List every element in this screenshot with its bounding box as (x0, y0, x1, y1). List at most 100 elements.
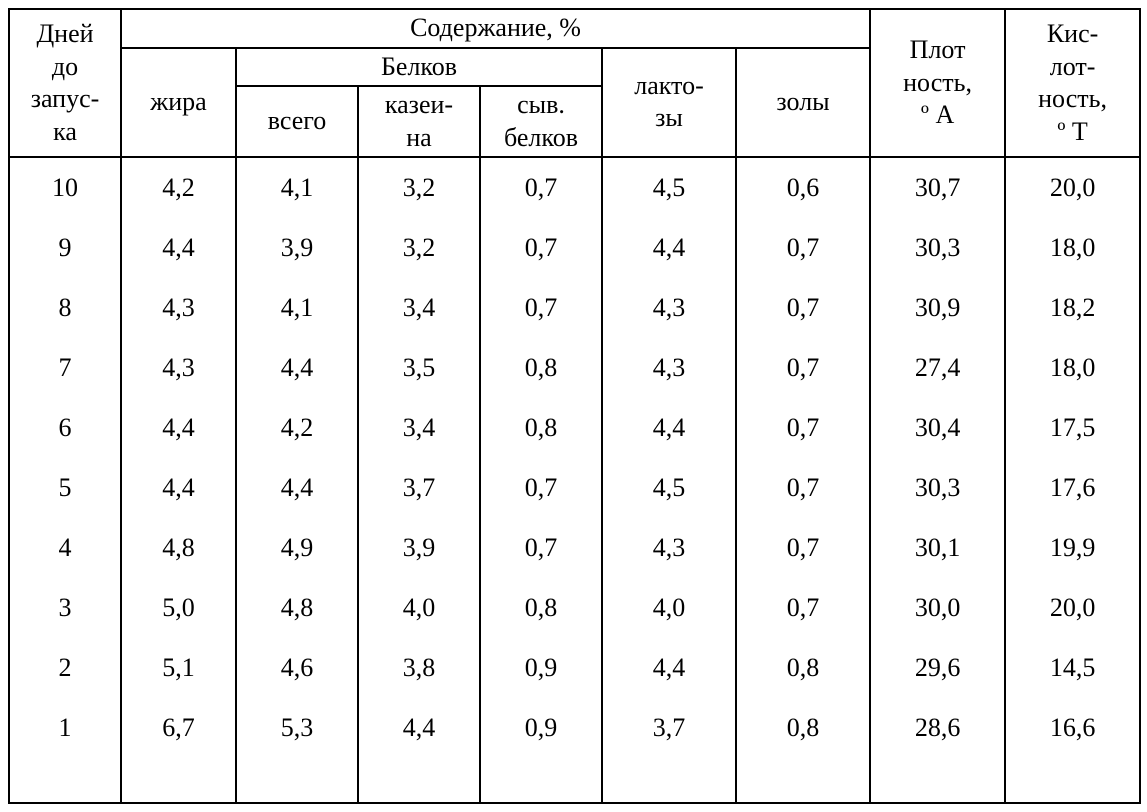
cell-whey: 0,7 (480, 518, 602, 578)
cell-days: 10 (9, 157, 121, 218)
cell-fat: 4,8 (121, 518, 236, 578)
cell-days: 6 (9, 398, 121, 458)
cell-protein-total: 4,4 (236, 338, 358, 398)
cell-lactose: 4,4 (602, 398, 736, 458)
cell-ash: 0,7 (736, 338, 870, 398)
cell-casein: 3,4 (358, 398, 480, 458)
cell-casein (358, 758, 480, 803)
table-row: 25,14,63,80,94,40,829,614,5 (9, 638, 1140, 698)
cell-protein-total: 4,4 (236, 458, 358, 518)
cell-days: 7 (9, 338, 121, 398)
table-row: 54,44,43,70,74,50,730,317,6 (9, 458, 1140, 518)
cell-casein: 3,5 (358, 338, 480, 398)
cell-lactose: 4,3 (602, 278, 736, 338)
cell-ash (736, 758, 870, 803)
cell-ash: 0,7 (736, 218, 870, 278)
cell-ash: 0,8 (736, 638, 870, 698)
cell-whey (480, 758, 602, 803)
cell-lactose: 4,4 (602, 638, 736, 698)
cell-days: 4 (9, 518, 121, 578)
table-row: 104,24,13,20,74,50,630,720,0 (9, 157, 1140, 218)
cell-fat (121, 758, 236, 803)
cell-protein-total: 4,8 (236, 578, 358, 638)
col-header-fat: жира (121, 48, 236, 158)
cell-days: 9 (9, 218, 121, 278)
cell-ash: 0,6 (736, 157, 870, 218)
cell-days: 2 (9, 638, 121, 698)
cell-acidity: 20,0 (1005, 157, 1140, 218)
cell-density: 30,3 (870, 218, 1005, 278)
col-header-lactose: лакто-зы (602, 48, 736, 158)
cell-casein: 4,4 (358, 698, 480, 758)
cell-days: 3 (9, 578, 121, 638)
table-row (9, 758, 1140, 803)
composition-table: Днейдозапус-ка Содержание, % Плотность,º… (8, 8, 1141, 804)
cell-protein-total: 5,3 (236, 698, 358, 758)
cell-protein-total: 4,9 (236, 518, 358, 578)
cell-lactose: 4,3 (602, 518, 736, 578)
cell-acidity: 18,0 (1005, 338, 1140, 398)
cell-ash: 0,7 (736, 578, 870, 638)
cell-protein-total (236, 758, 358, 803)
cell-days: 8 (9, 278, 121, 338)
cell-density: 30,7 (870, 157, 1005, 218)
cell-lactose: 4,3 (602, 338, 736, 398)
cell-protein-total: 4,6 (236, 638, 358, 698)
cell-density: 30,3 (870, 458, 1005, 518)
col-header-proteins: Белков (236, 48, 602, 87)
cell-days: 1 (9, 698, 121, 758)
table-row: 84,34,13,40,74,30,730,918,2 (9, 278, 1140, 338)
cell-fat: 4,2 (121, 157, 236, 218)
col-header-density: Плотность,º А (870, 9, 1005, 157)
cell-acidity: 19,9 (1005, 518, 1140, 578)
cell-lactose: 4,4 (602, 218, 736, 278)
cell-whey: 0,8 (480, 578, 602, 638)
cell-casein: 3,2 (358, 157, 480, 218)
cell-fat: 4,4 (121, 458, 236, 518)
cell-days (9, 758, 121, 803)
cell-fat: 4,3 (121, 338, 236, 398)
table-row: 16,75,34,40,93,70,828,616,6 (9, 698, 1140, 758)
cell-casein: 3,7 (358, 458, 480, 518)
cell-days: 5 (9, 458, 121, 518)
col-header-days: Днейдозапус-ка (9, 9, 121, 157)
cell-casein: 3,2 (358, 218, 480, 278)
cell-whey: 0,8 (480, 398, 602, 458)
cell-acidity (1005, 758, 1140, 803)
cell-acidity: 18,2 (1005, 278, 1140, 338)
cell-protein-total: 3,9 (236, 218, 358, 278)
cell-lactose: 4,0 (602, 578, 736, 638)
cell-ash: 0,7 (736, 458, 870, 518)
cell-fat: 5,0 (121, 578, 236, 638)
cell-lactose (602, 758, 736, 803)
table-row: 35,04,84,00,84,00,730,020,0 (9, 578, 1140, 638)
cell-acidity: 17,5 (1005, 398, 1140, 458)
cell-acidity: 17,6 (1005, 458, 1140, 518)
cell-acidity: 14,5 (1005, 638, 1140, 698)
cell-fat: 4,4 (121, 398, 236, 458)
cell-lactose: 4,5 (602, 157, 736, 218)
cell-fat: 6,7 (121, 698, 236, 758)
cell-density: 28,6 (870, 698, 1005, 758)
cell-ash: 0,7 (736, 518, 870, 578)
cell-ash: 0,8 (736, 698, 870, 758)
cell-casein: 3,8 (358, 638, 480, 698)
cell-density: 30,4 (870, 398, 1005, 458)
cell-whey: 0,7 (480, 278, 602, 338)
cell-acidity: 20,0 (1005, 578, 1140, 638)
cell-protein-total: 4,1 (236, 278, 358, 338)
cell-protein-total: 4,1 (236, 157, 358, 218)
cell-protein-total: 4,2 (236, 398, 358, 458)
cell-whey: 0,7 (480, 458, 602, 518)
cell-density: 29,6 (870, 638, 1005, 698)
table-row: 74,34,43,50,84,30,727,418,0 (9, 338, 1140, 398)
cell-density: 27,4 (870, 338, 1005, 398)
cell-fat: 4,3 (121, 278, 236, 338)
col-header-whey: сыв.белков (480, 86, 602, 157)
col-header-acidity: Кис-лот-ность,º Т (1005, 9, 1140, 157)
col-header-casein: казеи-на (358, 86, 480, 157)
cell-whey: 0,9 (480, 638, 602, 698)
cell-density (870, 758, 1005, 803)
col-header-content: Содержание, % (121, 9, 870, 48)
cell-ash: 0,7 (736, 278, 870, 338)
